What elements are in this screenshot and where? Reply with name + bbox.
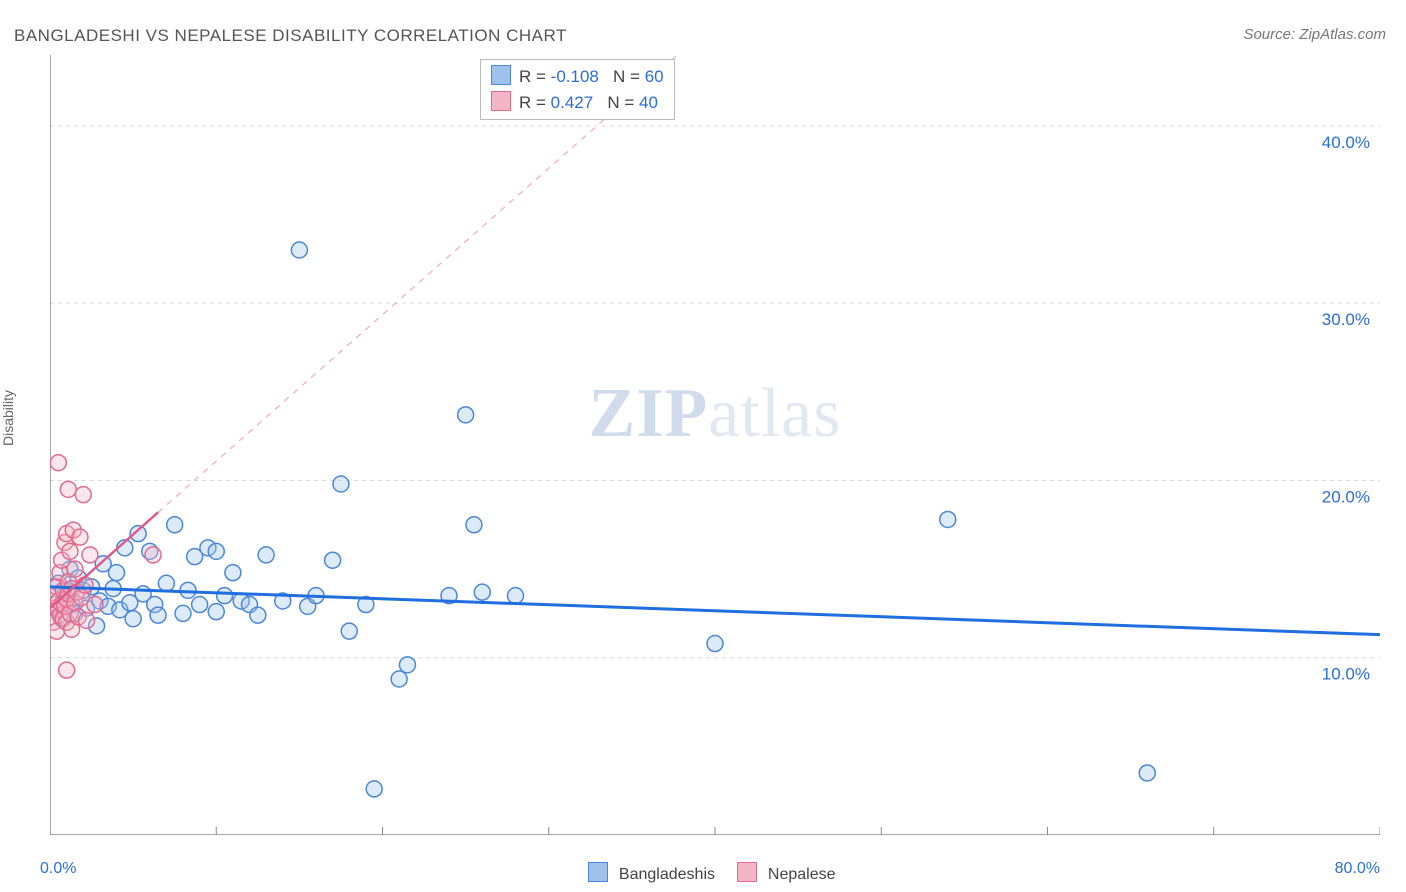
y-tick-label: 10.0% bbox=[1322, 665, 1370, 684]
data-point bbox=[508, 588, 524, 604]
y-axis-label: Disability bbox=[0, 390, 16, 446]
data-point bbox=[167, 517, 183, 533]
chart-title: BANGLADESHI VS NEPALESE DISABILITY CORRE… bbox=[14, 26, 567, 46]
y-tick-label: 20.0% bbox=[1322, 487, 1370, 506]
data-point bbox=[158, 575, 174, 591]
legend-label-nepalese: Nepalese bbox=[768, 866, 836, 883]
legend-label-bangladeshis: Bangladeshis bbox=[619, 866, 715, 883]
data-point bbox=[325, 552, 341, 568]
data-point bbox=[87, 597, 103, 613]
data-point bbox=[79, 613, 95, 629]
scatter-plot-svg: 10.0% 20.0% 30.0% 40.0% bbox=[50, 55, 1380, 835]
data-point bbox=[67, 561, 83, 577]
legend-swatch-bangladeshis bbox=[588, 862, 608, 882]
data-point bbox=[366, 781, 382, 797]
data-point bbox=[208, 604, 224, 620]
data-point bbox=[59, 662, 75, 678]
data-point bbox=[60, 481, 76, 497]
data-point bbox=[250, 607, 266, 623]
y-tick-label: 30.0% bbox=[1322, 310, 1370, 329]
data-point bbox=[145, 547, 161, 563]
data-point bbox=[1139, 765, 1155, 781]
data-point bbox=[150, 607, 166, 623]
data-point bbox=[192, 597, 208, 613]
data-point bbox=[291, 242, 307, 258]
stats-row: R = -0.108 N = 60 bbox=[491, 64, 664, 90]
source-attribution: Source: ZipAtlas.com bbox=[1243, 26, 1386, 43]
data-point bbox=[217, 588, 233, 604]
data-point bbox=[940, 511, 956, 527]
data-point bbox=[341, 623, 357, 639]
legend-swatch-nepalese bbox=[737, 862, 757, 882]
data-point bbox=[109, 565, 125, 581]
correlation-stats-box: R = -0.108 N = 60R = 0.427 N = 40 bbox=[480, 59, 675, 120]
data-point bbox=[208, 543, 224, 559]
data-point bbox=[391, 671, 407, 687]
data-point bbox=[707, 636, 723, 652]
data-point bbox=[399, 657, 415, 673]
data-point bbox=[466, 517, 482, 533]
data-point bbox=[258, 547, 274, 563]
plot-area: 10.0%20.0%30.0%40.0% ZIPatlas R = -0.108… bbox=[50, 55, 1380, 835]
data-point bbox=[50, 455, 66, 471]
data-point bbox=[458, 407, 474, 423]
data-point bbox=[62, 543, 78, 559]
legend: Bangladeshis Nepalese bbox=[0, 862, 1406, 884]
chart-container: BANGLADESHI VS NEPALESE DISABILITY CORRE… bbox=[0, 0, 1406, 892]
data-point bbox=[474, 584, 490, 600]
data-point bbox=[72, 529, 88, 545]
y-tick-label: 40.0% bbox=[1322, 133, 1370, 152]
stats-row: R = 0.427 N = 40 bbox=[491, 90, 664, 116]
data-point bbox=[333, 476, 349, 492]
data-point bbox=[225, 565, 241, 581]
data-point bbox=[175, 605, 191, 621]
data-point bbox=[82, 547, 98, 563]
data-point bbox=[125, 611, 141, 627]
data-point bbox=[77, 577, 93, 593]
data-point bbox=[75, 487, 91, 503]
